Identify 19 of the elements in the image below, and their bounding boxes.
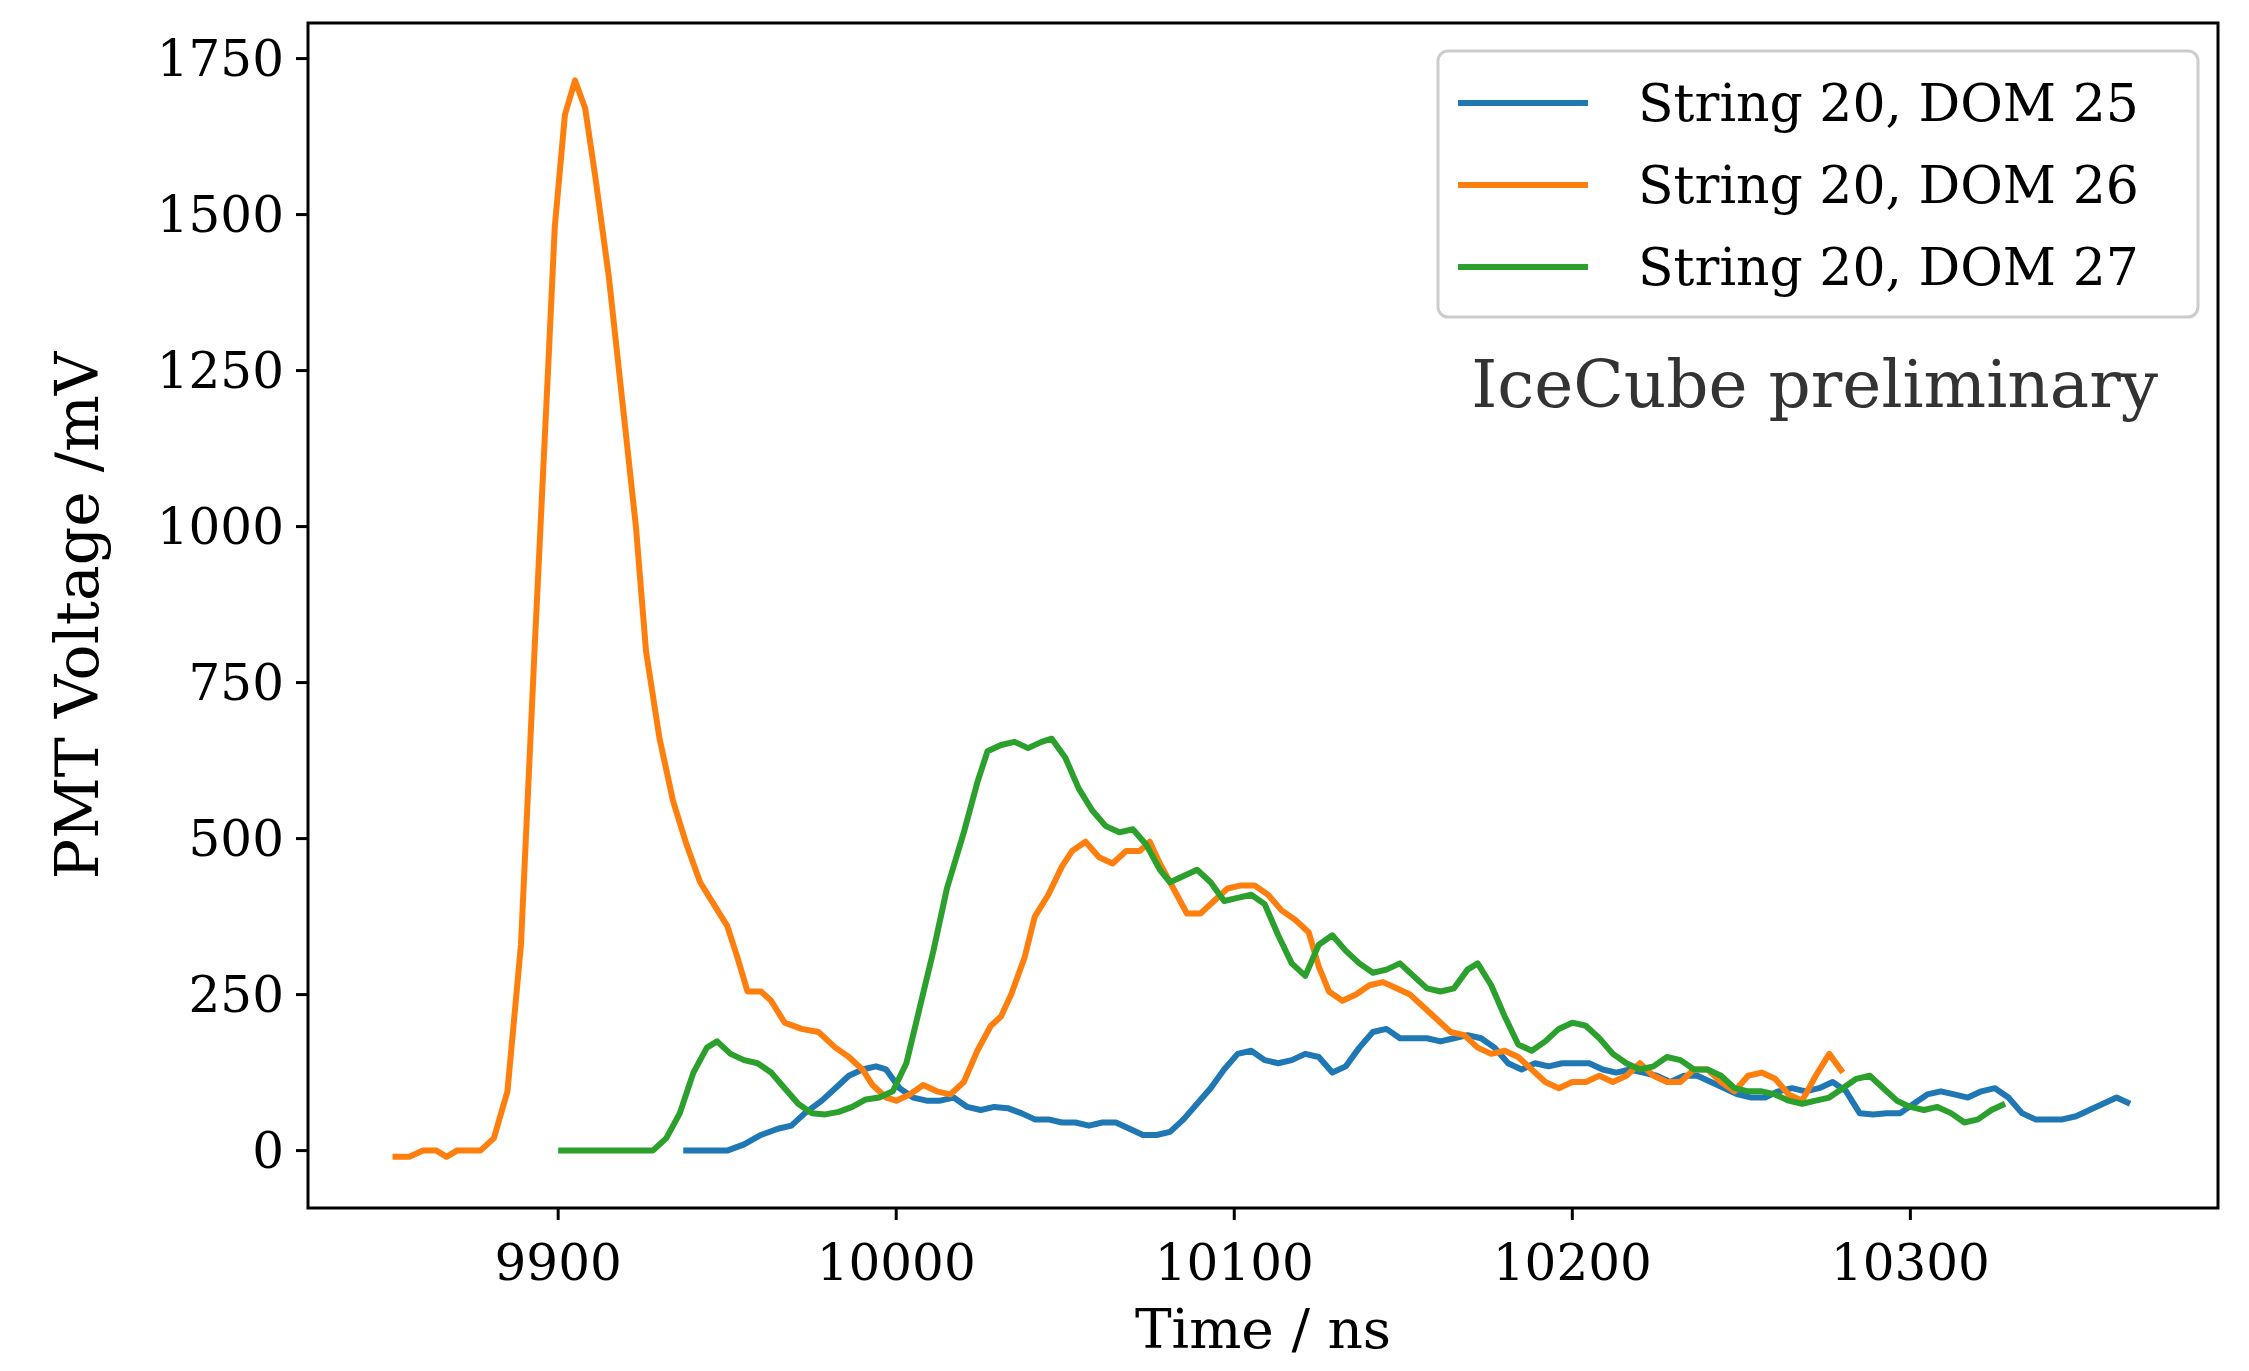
y-tick-label: 1500 <box>156 186 284 245</box>
y-tick-label: 1000 <box>156 498 284 557</box>
legend-label: String 20, DOM 26 <box>1638 155 2139 216</box>
x-tick-label: 10200 <box>1492 1234 1652 1292</box>
y-tick-label: 1250 <box>156 342 284 401</box>
y-tick-label: 750 <box>188 654 284 713</box>
x-axis-title: Time / ns <box>1134 1297 1392 1361</box>
legend-label: String 20, DOM 25 <box>1638 73 2139 134</box>
legend-label: String 20, DOM 27 <box>1638 237 2139 298</box>
y-tick-label: 250 <box>188 966 284 1025</box>
x-tick-label: 10100 <box>1154 1234 1314 1292</box>
x-tick-label: 10300 <box>1830 1234 1990 1292</box>
y-tick-label: 500 <box>188 810 284 869</box>
annotation: IceCube preliminary <box>1471 346 2159 423</box>
y-tick-label: 1750 <box>156 30 284 89</box>
x-tick-label: 10000 <box>816 1234 976 1292</box>
x-tick-label: 9900 <box>494 1234 622 1292</box>
y-tick-label: 0 <box>252 1122 284 1181</box>
y-axis-title: PMT Voltage /mV <box>42 350 112 880</box>
